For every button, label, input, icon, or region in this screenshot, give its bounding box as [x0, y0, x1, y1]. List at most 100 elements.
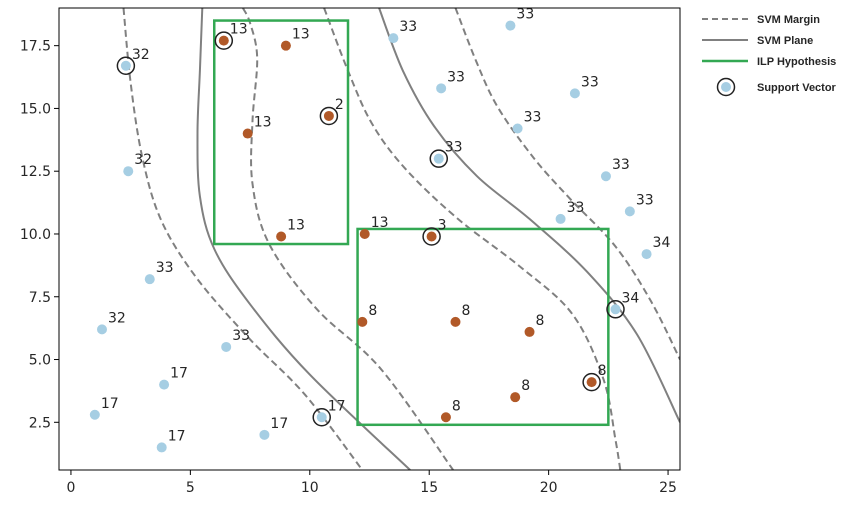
data-point-16	[426, 231, 437, 242]
data-point-11	[280, 40, 291, 51]
data-point-7	[156, 442, 167, 453]
y-tick-label-4: 12.5	[20, 164, 51, 180]
data-point-33	[610, 304, 621, 315]
support-vector-ring-9	[312, 408, 331, 427]
point-label-19: 8	[536, 313, 545, 329]
point-label-2: 33	[156, 260, 174, 276]
legend-support-vector-ring	[716, 77, 736, 97]
legend-support-vector-label: Support Vector	[757, 82, 837, 94]
support-vector-ring-0	[116, 56, 136, 75]
point-label-3: 32	[108, 310, 126, 326]
svm-margin-line-2	[241, 8, 454, 470]
point-label-33: 34	[622, 290, 640, 306]
point-label-6: 17	[101, 396, 119, 412]
data-point-10	[218, 35, 229, 46]
point-label-28: 33	[445, 140, 463, 156]
point-label-32: 34	[653, 235, 671, 251]
data-point-32	[641, 249, 652, 260]
y-tick-label-0: 2.5	[29, 415, 51, 431]
ilp-hypothesis-box-0	[213, 19, 350, 246]
point-label-4: 33	[232, 328, 250, 344]
data-point-6	[89, 409, 100, 420]
x-tick-label-5: 25	[659, 480, 677, 496]
point-label-25: 33	[447, 69, 465, 85]
data-points	[89, 20, 652, 453]
support-vector-ring-10	[214, 31, 234, 50]
data-point-29	[600, 171, 611, 182]
data-point-27	[512, 123, 523, 134]
y-tick-label-1: 5.0	[29, 353, 51, 369]
data-point-15	[359, 228, 370, 239]
support-vector-ring-33	[606, 300, 625, 319]
point-label-30: 33	[567, 200, 585, 216]
point-label-23: 33	[399, 19, 417, 35]
data-point-3	[96, 324, 107, 335]
point-label-16: 3	[438, 217, 447, 233]
plot-frame	[58, 7, 681, 471]
data-point-21	[510, 392, 521, 403]
point-label-11: 13	[292, 27, 310, 43]
x-tick-label-1: 5	[186, 480, 195, 496]
svm-plane-line-4	[378, 8, 680, 423]
y-axis: 2.5 5.0 7.5 10.0 12.5 15.0 17.5	[20, 39, 59, 431]
data-point-12	[323, 110, 334, 121]
y-tick-label-5: 15.0	[20, 101, 51, 117]
point-label-26: 33	[581, 74, 599, 90]
svm-plane-line-1	[196, 8, 411, 470]
data-point-20	[586, 377, 597, 388]
point-labels: 32 32 33 32 33 17 17 17 17 17 13 13 2 13 13 13 3 8 8 8 8 8 8 33…	[101, 7, 671, 445]
data-point-0	[120, 60, 131, 71]
data-point-28	[433, 153, 444, 164]
point-label-20: 8	[598, 363, 607, 379]
data-point-14	[276, 231, 287, 242]
point-label-22: 8	[452, 398, 461, 414]
x-tick-label-4: 20	[540, 480, 558, 496]
svm-margin-line-0	[122, 8, 364, 470]
point-label-29: 33	[612, 157, 630, 173]
svm-lines	[122, 8, 680, 470]
data-point-24	[505, 20, 516, 31]
point-label-1: 32	[134, 152, 152, 168]
point-label-15: 13	[371, 215, 389, 231]
point-label-14: 13	[287, 217, 305, 233]
point-label-5: 17	[170, 366, 188, 382]
data-point-26	[569, 88, 580, 99]
data-point-30	[555, 213, 566, 224]
support-vector-ring-28	[429, 149, 449, 168]
point-label-31: 33	[636, 192, 654, 208]
point-label-10: 13	[230, 22, 248, 38]
point-label-18: 8	[461, 303, 470, 319]
legend-svm-plane-label: SVM Plane	[757, 35, 813, 47]
point-label-17: 8	[368, 303, 377, 319]
legend-ilp-hypothesis-label: ILP Hypothesis	[757, 56, 836, 68]
point-label-27: 33	[524, 110, 542, 126]
y-tick-label-3: 10.0	[20, 227, 51, 243]
svm-margin-line-3	[323, 8, 622, 470]
y-tick-label-2: 7.5	[29, 290, 51, 306]
data-point-2	[144, 274, 155, 285]
x-tick-label-0: 0	[66, 480, 75, 496]
point-label-13: 13	[254, 115, 272, 131]
data-point-5	[159, 379, 170, 390]
data-point-18	[450, 316, 461, 327]
data-point-17	[357, 316, 368, 327]
point-label-8: 17	[270, 416, 288, 432]
data-point-31	[624, 206, 635, 217]
x-tick-label-2: 10	[301, 480, 319, 496]
data-point-9	[316, 412, 327, 423]
y-tick-label-6: 17.5	[20, 39, 51, 55]
data-point-1	[123, 166, 134, 177]
support-vector-ring-16	[422, 227, 441, 246]
x-tick-label-3: 15	[420, 480, 438, 496]
data-point-25	[436, 83, 447, 94]
point-label-7: 17	[168, 428, 186, 444]
point-label-12: 2	[335, 97, 344, 113]
support-vector-ring-20	[582, 372, 601, 392]
support-vector-ring-12	[319, 106, 339, 126]
point-label-9: 17	[328, 398, 346, 414]
x-axis: 0 5 10 15 20 25	[66, 470, 677, 496]
legend: SVM Margin SVM Plane ILP Hypothesis Supp…	[702, 14, 837, 97]
point-label-24: 33	[516, 7, 534, 23]
data-point-23	[388, 33, 399, 44]
